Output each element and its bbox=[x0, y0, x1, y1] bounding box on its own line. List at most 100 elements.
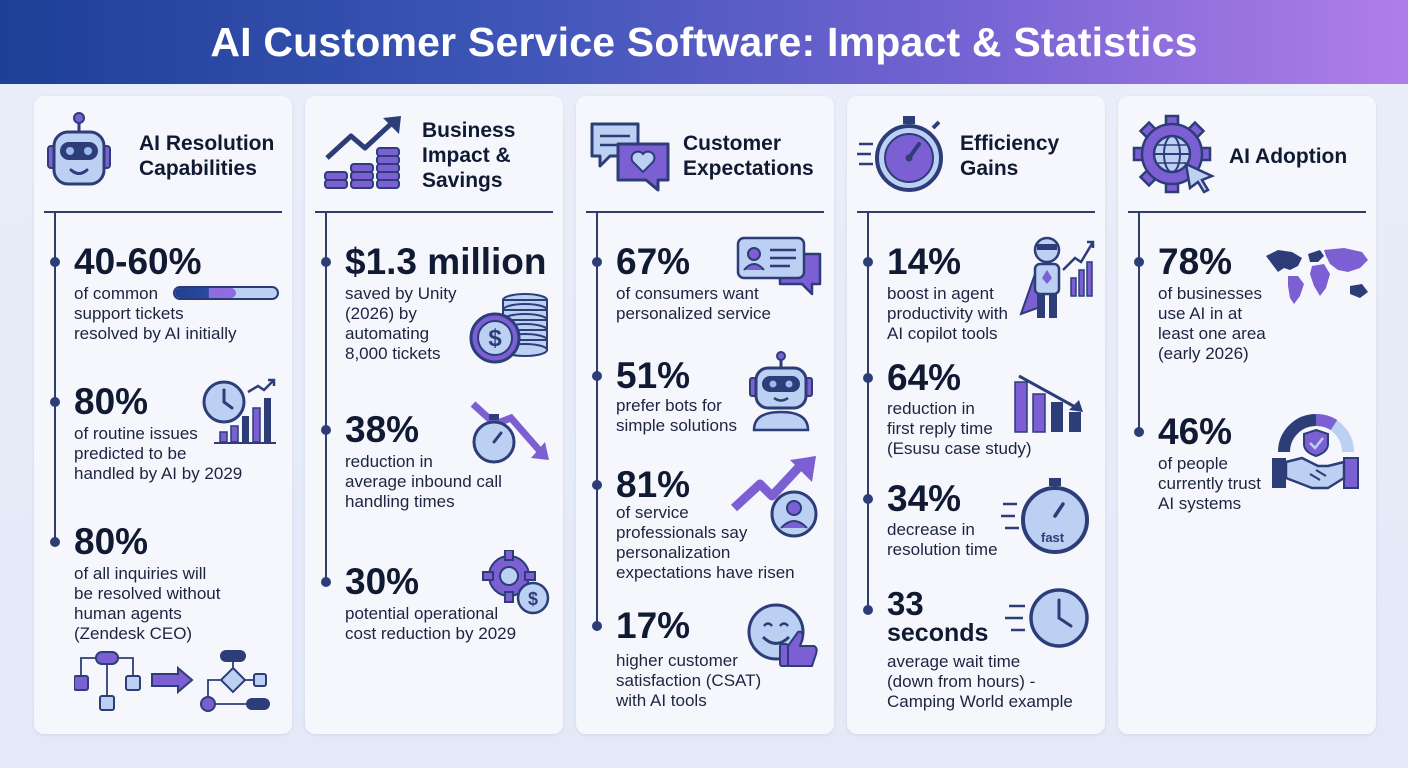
column-title: Business Impact & Savings bbox=[422, 119, 516, 192]
divider bbox=[315, 211, 553, 213]
column-title: Customer Expectations bbox=[683, 132, 814, 180]
stat-value: 33 seconds bbox=[887, 585, 989, 647]
stat-value: 80% bbox=[74, 381, 149, 422]
chat-heart-icon bbox=[590, 122, 670, 192]
profile-chat-icon bbox=[736, 236, 822, 296]
column-title: Efficiency Gains bbox=[960, 132, 1060, 180]
stat-description: of businesses use AI in at least one are… bbox=[1158, 284, 1266, 363]
timeline-line bbox=[867, 213, 869, 613]
stopwatch-down-icon bbox=[470, 401, 549, 464]
column-ai-resolution: AI Resolution Capabilities 40-60% of com… bbox=[34, 96, 292, 734]
timeline-dot bbox=[863, 605, 873, 615]
stat-description: of routine issues predicted to be handle… bbox=[74, 424, 243, 483]
timeline-dot bbox=[592, 257, 602, 267]
fast-label: fast bbox=[1041, 530, 1065, 545]
stat-description: potential operational cost reduction by … bbox=[345, 604, 517, 643]
progress-bar-fill bbox=[175, 288, 237, 298]
column-customer-expectations: Customer Expectations 67% of consumers w… bbox=[576, 96, 834, 734]
timeline-dot bbox=[1134, 257, 1144, 267]
timeline-line bbox=[325, 213, 327, 583]
fast-stopwatch-icon bbox=[1001, 478, 1089, 554]
stat-description: of service professionals say personaliza… bbox=[616, 503, 795, 582]
stat-value: 40-60% bbox=[74, 241, 202, 282]
stat-description: of people currently trust AI systems bbox=[1158, 454, 1261, 513]
column-ai-adoption: AI Adoption 78% of businesses use AI in … bbox=[1118, 96, 1376, 734]
stat-value: 80% bbox=[74, 521, 149, 562]
wait-clock-icon bbox=[1005, 588, 1089, 648]
handshake-trust-icon bbox=[1272, 414, 1359, 490]
stat-description: reduction in average inbound call handli… bbox=[345, 452, 502, 511]
trend-user-icon bbox=[730, 456, 818, 538]
column-efficiency-gains: Efficiency Gains 14% boost in agent prod… bbox=[847, 96, 1105, 734]
gear-globe-icon bbox=[1132, 114, 1216, 194]
timeline-dot bbox=[50, 397, 60, 407]
timeline-dot bbox=[50, 537, 60, 547]
column-title: AI Resolution Capabilities bbox=[139, 132, 275, 180]
timeline-dot bbox=[592, 621, 602, 631]
timeline-dot bbox=[863, 257, 873, 267]
smiley-thumbs-up-icon bbox=[747, 603, 818, 667]
header-banner: AI Customer Service Software: Impact & S… bbox=[0, 0, 1408, 84]
gear-dollar-icon: $ bbox=[482, 550, 550, 615]
stat-value: $1.3 million bbox=[345, 241, 547, 282]
timeline-dot bbox=[321, 257, 331, 267]
stopwatch-icon bbox=[857, 116, 943, 192]
page-title: AI Customer Service Software: Impact & S… bbox=[210, 18, 1198, 65]
stat-value: 64% bbox=[887, 357, 962, 398]
growth-coins-icon bbox=[324, 116, 401, 189]
stat-value: 17% bbox=[616, 605, 691, 646]
stat-description: decrease in resolution time bbox=[887, 520, 998, 559]
stat-description: of all inquiries will be resolved withou… bbox=[74, 564, 221, 643]
stat-value: 38% bbox=[345, 409, 420, 450]
stat-value: 30% bbox=[345, 561, 420, 602]
column-business-impact: Business Impact & Savings $1.3 million s… bbox=[305, 96, 563, 734]
stat-value: 78% bbox=[1158, 241, 1233, 282]
stat-value: 67% bbox=[616, 241, 691, 282]
column-header: Efficiency Gains bbox=[847, 96, 1105, 212]
stat-value: 34% bbox=[887, 478, 962, 519]
clock-chart-icon bbox=[202, 378, 276, 444]
declining-bars-icon bbox=[1014, 374, 1083, 433]
stat-value: 14% bbox=[887, 241, 962, 282]
chatbot-icon bbox=[749, 351, 813, 432]
column-header: Business Impact & Savings bbox=[305, 96, 563, 212]
column-header: AI Resolution Capabilities bbox=[34, 96, 292, 212]
timeline-dot bbox=[592, 371, 602, 381]
column-header: AI Adoption bbox=[1118, 96, 1376, 212]
column-title: AI Adoption bbox=[1229, 145, 1348, 168]
timeline-dot bbox=[592, 480, 602, 490]
stat-description: prefer bots for simple solutions bbox=[616, 396, 737, 435]
timeline-dot bbox=[50, 257, 60, 267]
timeline-dot bbox=[1134, 427, 1144, 437]
divider bbox=[44, 211, 282, 213]
stat-description: higher customer satisfaction (CSAT) with… bbox=[616, 651, 762, 710]
timeline-dot bbox=[321, 577, 331, 587]
svg-text:$: $ bbox=[528, 589, 538, 609]
coin-stack-icon: $ bbox=[469, 293, 548, 364]
timeline-line bbox=[54, 213, 56, 545]
divider bbox=[586, 211, 824, 213]
stat-value: 51% bbox=[616, 355, 691, 396]
divider bbox=[857, 211, 1095, 213]
timeline-dot bbox=[863, 373, 873, 383]
progress-bar bbox=[173, 286, 279, 300]
timeline-line bbox=[1138, 213, 1140, 435]
stat-description: saved by Unity (2026) by automating 8,00… bbox=[345, 284, 457, 363]
timeline-dot bbox=[321, 425, 331, 435]
stat-description: boost in agent productivity with AI copi… bbox=[887, 284, 1008, 343]
superhero-icon bbox=[1019, 236, 1095, 318]
timeline-dot bbox=[863, 494, 873, 504]
stat-description: of consumers want personalized service bbox=[616, 284, 771, 323]
robot-icon bbox=[47, 112, 111, 186]
svg-text:$: $ bbox=[488, 325, 502, 352]
stat-value: 46% bbox=[1158, 411, 1233, 452]
timeline-line bbox=[596, 213, 598, 631]
divider bbox=[1128, 211, 1366, 213]
world-map-icon bbox=[1266, 248, 1368, 304]
stat-description: of common support tickets resolved by AI… bbox=[74, 284, 237, 343]
stat-description: reduction in first reply time (Esusu cas… bbox=[887, 399, 1032, 458]
column-header: Customer Expectations bbox=[576, 96, 834, 212]
stat-value: 81% bbox=[616, 464, 691, 505]
stat-description: average wait time (down from hours) - Ca… bbox=[887, 652, 1073, 711]
workflow-icon bbox=[74, 650, 270, 712]
